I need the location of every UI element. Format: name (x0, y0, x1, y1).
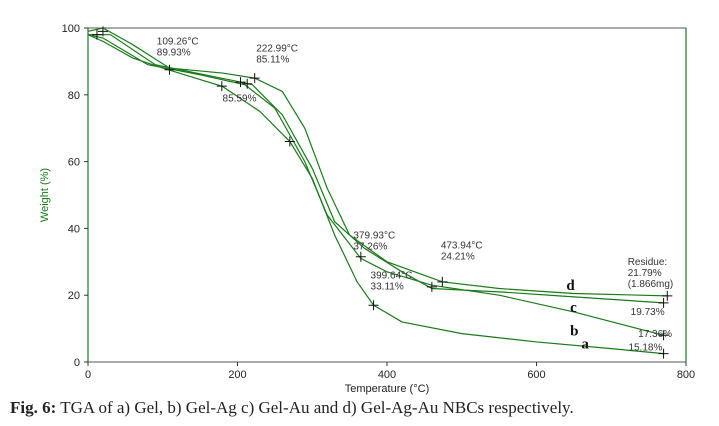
x-tick-label: 800 (677, 369, 695, 381)
cross-marker (249, 73, 260, 84)
y-tick-label: 80 (68, 90, 80, 102)
annotation-text: 399.64°C (371, 271, 413, 282)
cross-marker (216, 81, 227, 92)
annotation-text: 15.18% (628, 342, 662, 353)
annotation-text: 37.26% (353, 241, 387, 252)
x-tick-label: 400 (378, 369, 396, 381)
annotation-text: 85.59% (223, 93, 257, 104)
cross-marker (91, 29, 102, 40)
curve-label-a: a (581, 337, 589, 353)
cross-marker (235, 77, 246, 88)
cross-marker (658, 330, 669, 341)
cross-marker (368, 300, 379, 311)
annotation-text: 19.73% (631, 307, 665, 318)
y-tick-label: 60 (68, 157, 80, 169)
cross-marker (97, 26, 108, 37)
series-line-a (87, 34, 664, 355)
y-tick-label: 100 (62, 23, 80, 35)
cross-marker (662, 290, 673, 301)
y-tick-label: 20 (68, 290, 80, 302)
cross-marker (164, 64, 175, 75)
curve-label-b: b (570, 323, 578, 339)
cross-marker (242, 78, 253, 89)
figure-caption: Fig. 6: TGA of a) Gel, b) Gel-Ag c) Gel-… (10, 398, 719, 418)
x-tick-label: 600 (527, 369, 545, 381)
y-tick-label: 0 (74, 357, 80, 369)
caption-text: TGA of a) Gel, b) Gel-Ag c) Gel-Au and d… (56, 398, 574, 417)
x-tick-label: 200 (228, 369, 246, 381)
cross-marker (355, 251, 366, 262)
series-line-c (88, 34, 664, 304)
annotation-text: 473.94°C (441, 240, 483, 251)
annotation-text: 222.99°C (256, 43, 298, 54)
x-tick-label: 0 (85, 369, 91, 381)
annotation-text: Residue: (628, 257, 667, 268)
cross-marker (658, 297, 669, 308)
x-axis-label: Temperature (°C) (345, 383, 429, 395)
plot-frame (87, 27, 687, 363)
annotation-text: 21.79% (628, 268, 662, 279)
y-tick-label: 40 (68, 223, 80, 235)
annotation-text: 89.93% (157, 48, 191, 59)
curve-label-d: d (566, 278, 575, 294)
annotation-text: 24.21% (441, 251, 475, 262)
cross-marker (284, 136, 295, 147)
y-axis-label: Weight (%) (39, 168, 51, 222)
annotation-text: 109.26°C (157, 37, 199, 48)
caption-label: Fig. 6: (10, 398, 57, 417)
annotation-text: 17.36% (638, 329, 672, 340)
tga-chart: 0 200 400 600 800 0 20 40 60 80 100 Temperature (°C… (39, 23, 695, 395)
annotation-text: (1.866mg) (628, 279, 674, 290)
cross-marker (437, 276, 448, 287)
curve-label-c: c (570, 300, 577, 316)
series-line-b (87, 34, 664, 336)
annotation-text: 379.93°C (353, 230, 395, 241)
cross-marker (426, 281, 437, 292)
series-line-d (87, 27, 668, 297)
annotation-text: 33.11% (371, 282, 404, 293)
cross-marker (658, 348, 669, 359)
annotation-text: 85.11% (256, 54, 289, 65)
